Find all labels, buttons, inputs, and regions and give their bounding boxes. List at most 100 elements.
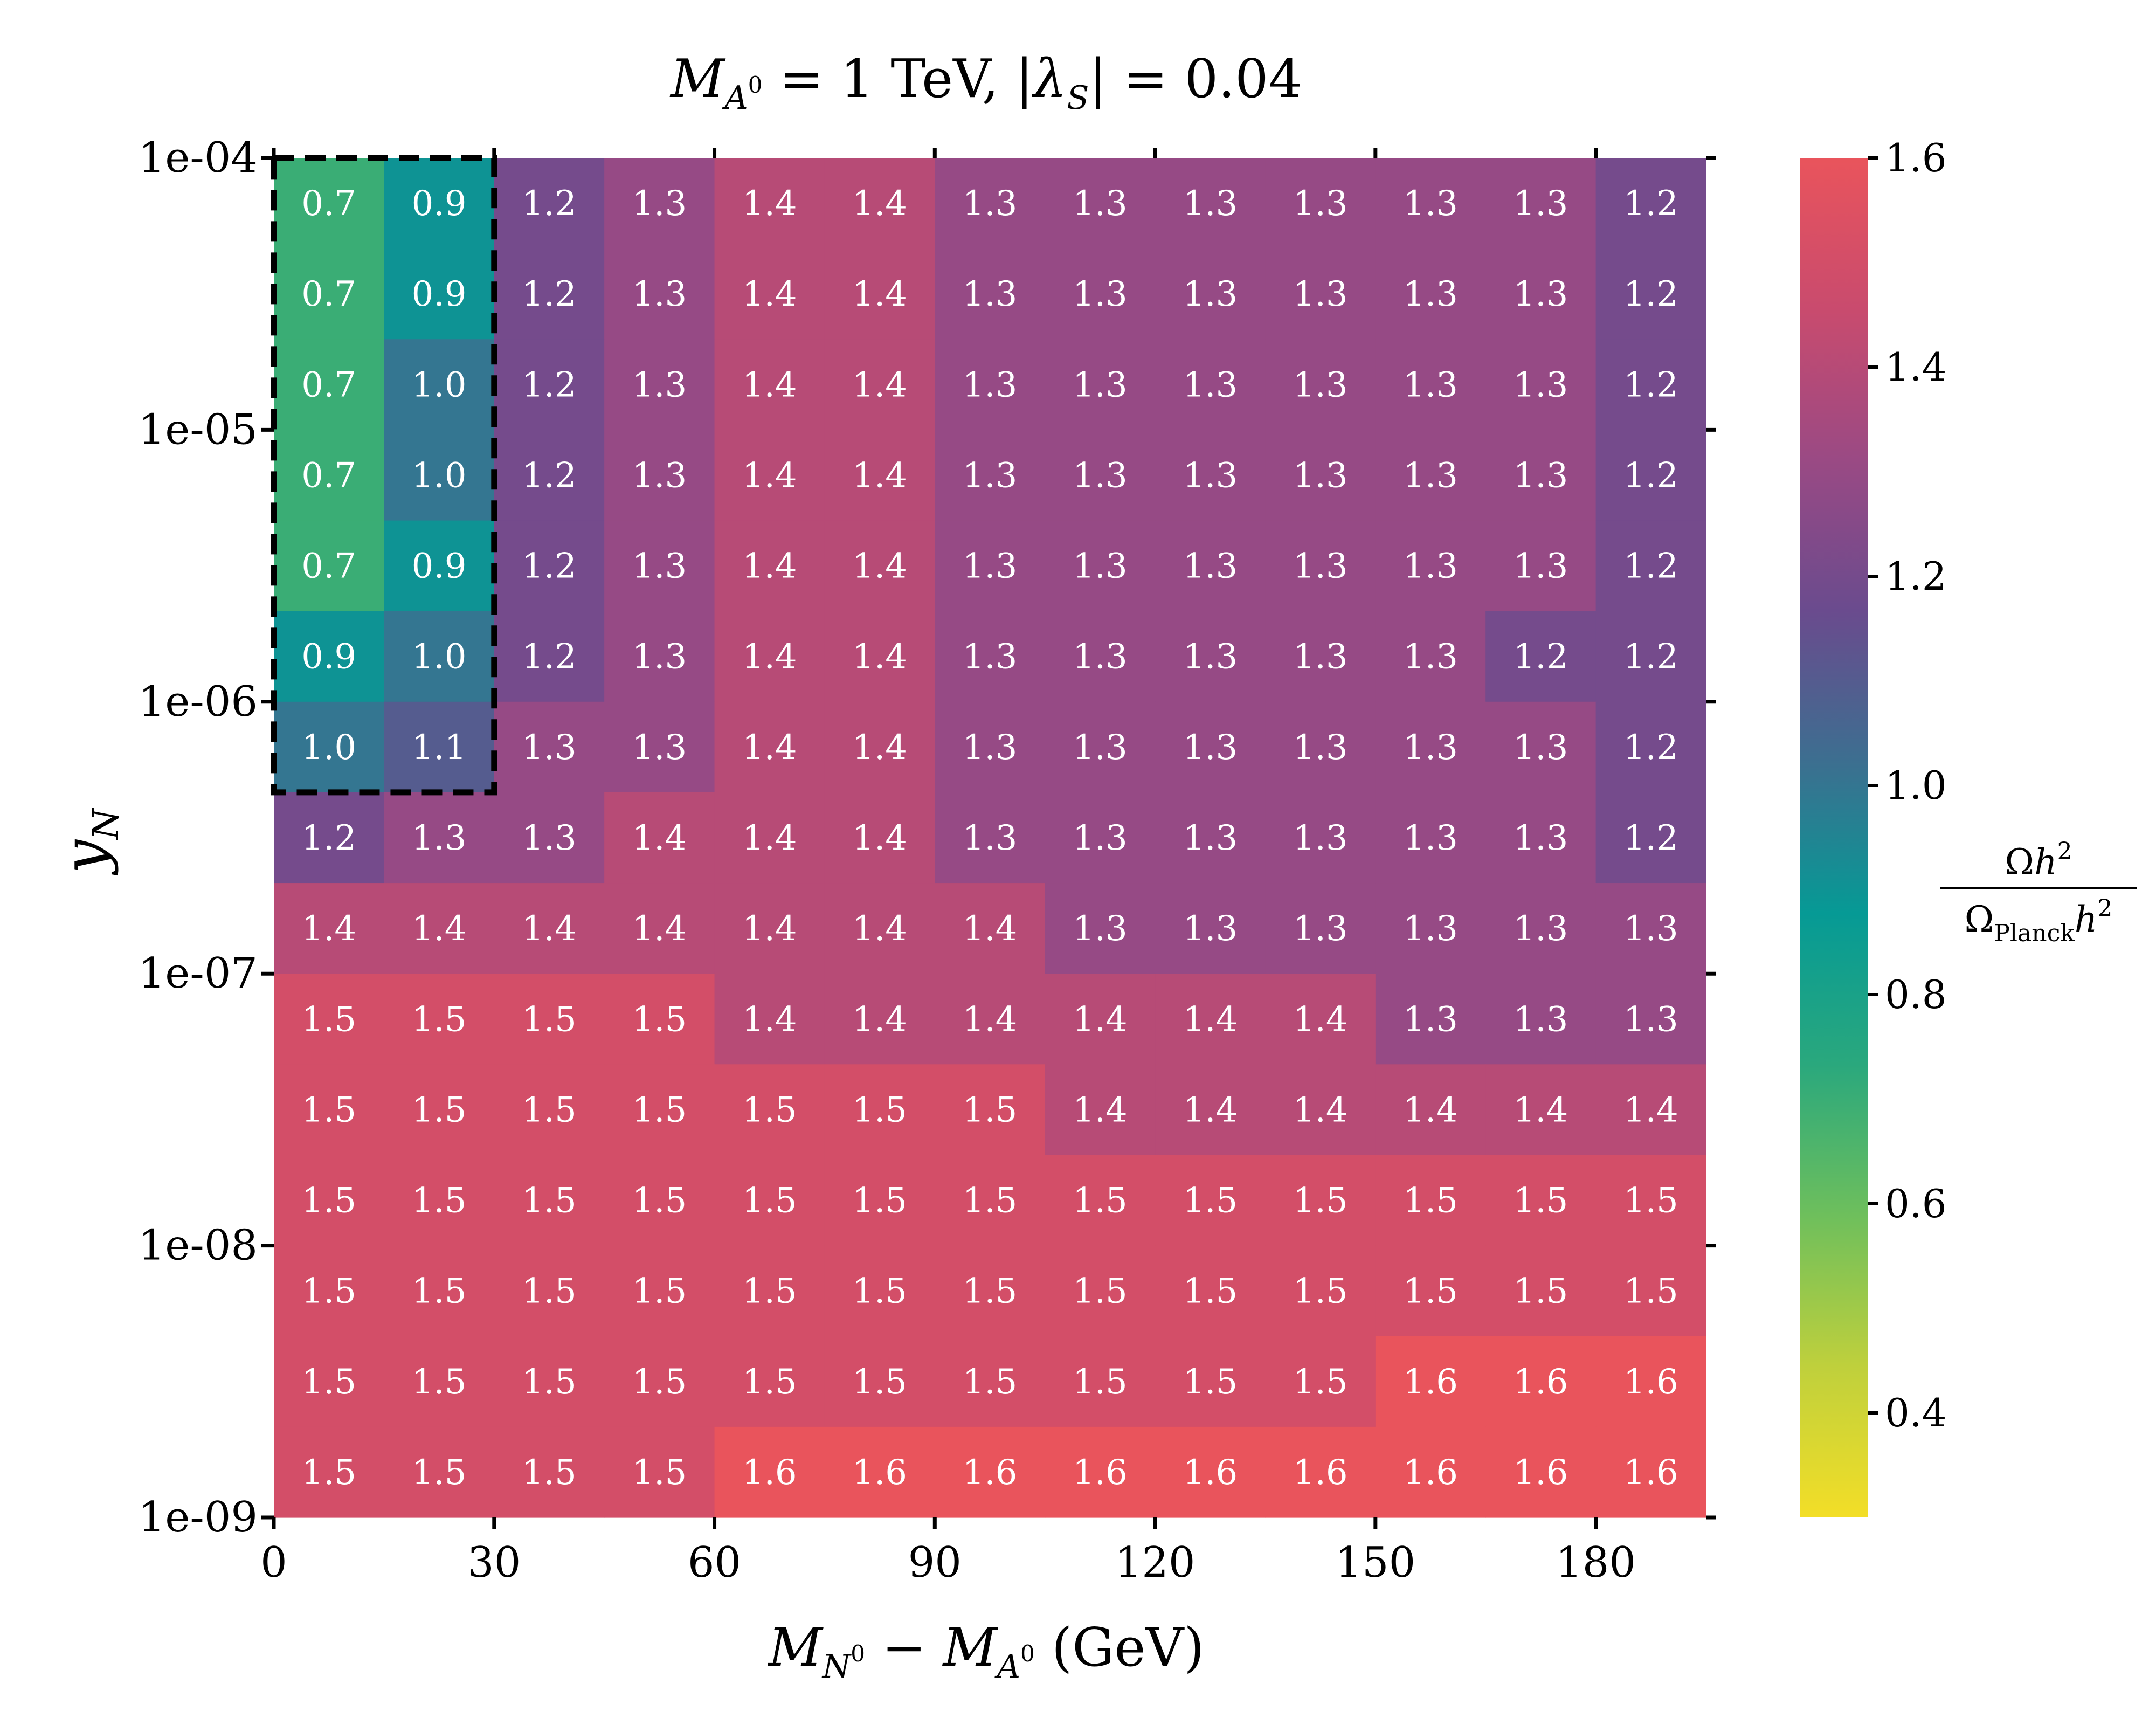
heatmap-cell (1045, 1155, 1156, 1246)
heatmap-cell (935, 1336, 1046, 1427)
heatmap-cell (1155, 611, 1266, 702)
heatmap-cell-label: 0.7 (301, 184, 356, 224)
heatmap-cell-label: 1.1 (412, 728, 467, 768)
heatmap-cell (274, 974, 384, 1065)
heatmap-cell-label: 1.3 (1183, 909, 1238, 949)
heatmap-cell-label: 1.3 (1403, 547, 1458, 586)
heatmap-cell (1045, 1426, 1156, 1518)
heatmap-cell (384, 1426, 495, 1518)
heatmap-cell-label: 1.4 (852, 456, 907, 495)
heatmap-cell-label: 1.3 (522, 728, 577, 768)
heatmap-cell-label: 1.4 (852, 274, 907, 314)
heatmap-cell-label: 1.5 (742, 1272, 797, 1312)
heatmap-cell (714, 1155, 825, 1246)
x-axis-label: MN0 − MA0 (GeV) (767, 1617, 1204, 1686)
heatmap-cell-label: 1.5 (852, 1181, 907, 1221)
heatmap-cell-label: 1.3 (1514, 274, 1568, 314)
heatmap-cell (1155, 1155, 1266, 1246)
heatmap-cell (1375, 249, 1486, 340)
heatmap-cell (1375, 883, 1486, 974)
heatmap-cell (714, 792, 825, 884)
heatmap-cell-label: 1.6 (1514, 1362, 1568, 1402)
heatmap-cell-label: 1.5 (963, 1362, 1018, 1402)
heatmap-cell (1485, 883, 1597, 974)
colorbar (1800, 158, 1868, 1517)
heatmap-cell-label: 1.4 (1293, 1090, 1348, 1130)
heatmap-cell (604, 520, 715, 612)
heatmap-cell-label: 1.4 (742, 547, 797, 586)
heatmap-cell (1265, 701, 1376, 793)
heatmap-cell (935, 339, 1046, 430)
heatmap-cell-label: 1.4 (852, 818, 907, 858)
heatmap-cell-label: 1.4 (742, 728, 797, 768)
heatmap-cell-label: 1.5 (742, 1181, 797, 1221)
heatmap-cell (1595, 520, 1706, 612)
colorbar-tick-label: 1.2 (1885, 554, 1947, 599)
heatmap-cell (714, 701, 825, 793)
heatmap-cell (1595, 792, 1706, 884)
heatmap-cell-label: 1.4 (852, 637, 907, 677)
heatmap-cell-label: 1.5 (1514, 1272, 1568, 1312)
heatmap-cell (1265, 249, 1376, 340)
heatmap-cell-label: 1.4 (742, 999, 797, 1039)
heatmap-cell-label: 1.4 (963, 909, 1018, 949)
heatmap-cell (1045, 1336, 1156, 1427)
heatmap-cell-label: 1.6 (742, 1453, 797, 1493)
heatmap-cell (714, 430, 825, 521)
heatmap-cell-label: 1.4 (852, 365, 907, 405)
heatmap-cell-label: 1.3 (1183, 274, 1238, 314)
heatmap-cell-label: 0.7 (301, 547, 356, 586)
heatmap-cell (1265, 339, 1376, 430)
heatmap-cell (494, 1426, 605, 1518)
heatmap-cell (1155, 883, 1266, 974)
heatmap-cell (274, 1155, 384, 1246)
heatmap-cell-label: 1.3 (963, 365, 1018, 405)
heatmap-cell-label: 1.3 (1293, 274, 1348, 314)
heatmap-cell (274, 1426, 384, 1518)
heatmap-cell (1375, 611, 1486, 702)
heatmap-cell (1265, 1155, 1376, 1246)
heatmap-cell (1375, 974, 1486, 1065)
svg-text:Ωh2: Ωh2 (2005, 838, 2072, 883)
heatmap-cell (1045, 249, 1156, 340)
heatmap-cell-label: 1.5 (1073, 1181, 1128, 1221)
heatmap-cell (1595, 1426, 1706, 1518)
heatmap-cell-label: 1.3 (1403, 456, 1458, 495)
heatmap-cell (1045, 792, 1156, 884)
heatmap-cell (1375, 1336, 1486, 1427)
heatmap-cell-label: 1.3 (1403, 184, 1458, 224)
heatmap-cell-label: 1.3 (1183, 365, 1238, 405)
heatmap-cell (1045, 974, 1156, 1065)
heatmap-cell-label: 1.5 (412, 999, 467, 1039)
heatmap-cell (1045, 701, 1156, 793)
heatmap-cell (494, 1155, 605, 1246)
heatmap-cell-label: 1.4 (1514, 1090, 1568, 1130)
heatmap-cell (494, 611, 605, 702)
heatmap-cell-label: 1.6 (963, 1453, 1018, 1493)
heatmap-cell-label: 1.3 (632, 274, 687, 314)
heatmap-cell-label: 1.3 (1073, 818, 1128, 858)
heatmap-cell (714, 158, 825, 249)
heatmap-cell (494, 339, 605, 430)
heatmap-cell (1155, 1336, 1266, 1427)
heatmap-cell (384, 1245, 495, 1337)
heatmap-cell-label: 1.5 (301, 1362, 356, 1402)
heatmap-cell (1375, 339, 1486, 430)
heatmap-cell-label: 0.7 (301, 365, 356, 405)
heatmap-cell-label: 1.3 (632, 365, 687, 405)
heatmap-cell (935, 1064, 1046, 1156)
heatmap-cell (604, 1336, 715, 1427)
heatmap-cell (274, 520, 384, 612)
colorbar-label: Ωh2 ΩPlanckh2 (1940, 838, 2137, 947)
colorbar-tick-label: 0.8 (1885, 972, 1947, 1017)
heatmap-cell (494, 158, 605, 249)
heatmap-cell (714, 1064, 825, 1156)
heatmap-cell-label: 1.3 (632, 456, 687, 495)
heatmap-cell-label: 1.4 (742, 274, 797, 314)
heatmap-cell-label: 1.5 (522, 999, 577, 1039)
heatmap-cell-label: 1.5 (301, 1453, 356, 1493)
heatmap-cell (1155, 974, 1266, 1065)
heatmap-cell-label: 1.6 (1623, 1362, 1678, 1402)
heatmap-cell-label: 1.5 (1623, 1272, 1678, 1312)
